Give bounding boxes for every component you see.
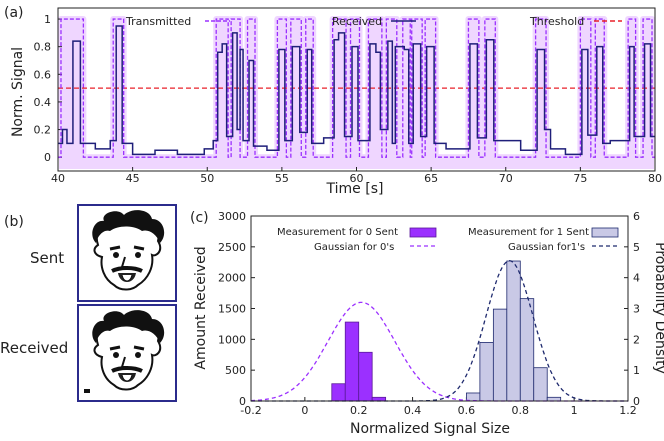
hist0-bar-2 (358, 351, 373, 402)
x-tick-label-c-7: 1.2 (619, 404, 637, 417)
x-tick-label-a-7: 75 (573, 172, 587, 185)
x-tick-label-c-2: 0.2 (350, 404, 368, 417)
received-image (77, 304, 177, 402)
y-right-tick-label-c-6: 6 (633, 210, 640, 223)
received-label: Received (0, 339, 68, 357)
legend-threshold-label: Threshold (529, 15, 584, 28)
y-tick-label-a-0: 0 (44, 151, 51, 164)
y-right-tick-label-c-4: 4 (633, 272, 640, 285)
sent-image (77, 204, 177, 302)
signal-chart: 40 45 50 55 60 65 70 75 80 0 0.2 0.4 0.6 0.8 1 Transmi… (10, 7, 663, 197)
einstein-portrait-icon (92, 210, 165, 291)
histogram-bars (331, 260, 562, 402)
y-tick-label-a-3: 0.6 (34, 68, 52, 81)
transmitted-baseline-band (59, 154, 654, 169)
received-line (58, 25, 655, 156)
chart-a-frame (57, 7, 656, 172)
hist0-bar-1 (344, 321, 360, 402)
panel-label-c: (c) (190, 210, 209, 226)
legend-hist1-label: Measurement for 1 Sent (468, 227, 589, 238)
legend-transmitted-label: Transmitted (125, 15, 191, 28)
y-right-tick-label-c-5: 5 (633, 241, 640, 254)
legend-gauss0-label: Gaussian for 0's (314, 242, 394, 253)
chart-c-ylabel-right: Probability Density (652, 242, 664, 374)
chart-a-xlabel: Time [s] (326, 181, 384, 197)
sent-label: Sent (30, 249, 64, 267)
transmitted-line (58, 18, 655, 158)
y-tick-label-a-2: 0.4 (34, 96, 52, 109)
x-tick-label-c-5: 0.8 (512, 404, 530, 417)
y-tick-label-c-0: 0 (239, 395, 246, 408)
panel-label-b: (b) (4, 214, 24, 230)
transmitted-fill-bands (57, 16, 656, 169)
y-right-tick-label-c-3: 3 (633, 303, 640, 316)
y-tick-label-c-5: 2500 (218, 241, 246, 254)
x-tick-label-c-1: 0 (301, 404, 308, 417)
y-right-tick-label-c-0: 0 (633, 395, 640, 408)
x-tick-label-a-3: 55 (275, 172, 289, 185)
hist1-bar-1 (479, 342, 494, 402)
einstein-portrait-icon (84, 310, 165, 393)
x-tick-label-a-6: 70 (499, 172, 513, 185)
x-tick-label-a-4: 60 (350, 172, 364, 185)
x-tick-label-c-6: 1 (571, 404, 578, 417)
y-tick-label-a-4: 0.8 (34, 41, 52, 54)
gaussian-1-curve (251, 260, 628, 402)
hist1-bar-3 (506, 260, 521, 402)
legend-hist0-swatch (409, 227, 437, 238)
x-tick-label-a-5: 65 (424, 172, 438, 185)
legend-hist0-label: Measurement for 0 Sent (277, 227, 398, 238)
x-tick-label-a-1: 45 (126, 172, 140, 185)
x-tick-label-a-2: 50 (200, 172, 214, 185)
chart-c-frame (250, 215, 629, 402)
y-tick-label-a-5: 1 (44, 13, 51, 26)
transmitted-band-5 (274, 16, 290, 161)
chart-c-xlabel: Normalized Signal Size (350, 421, 510, 437)
y-tick-label-a-1: 0.2 (34, 124, 52, 137)
hist1-bar-5 (533, 367, 548, 402)
x-tick-label-c-4: 0.6 (458, 404, 476, 417)
y-right-tick-label-c-2: 2 (633, 333, 640, 346)
y-right-tick-label-c-1: 1 (633, 364, 640, 377)
chart-c-ticks: -0.2 0 0.2 0.4 0.6 0.8 1 1.20500100015002000250… (218, 210, 640, 417)
x-tick-label-c-0: -0.2 (240, 404, 261, 417)
legend-hist1-swatch (591, 227, 619, 238)
histogram-chart: -0.2 0 0.2 0.4 0.6 0.8 1 1.20500100015002000250… (193, 210, 664, 437)
x-tick-label-a-0: 40 (51, 172, 65, 185)
legend-received-label: Received (332, 15, 382, 28)
x-tick-label-a-8: 80 (648, 172, 662, 185)
x-tick-label-c-3: 0.4 (404, 404, 422, 417)
y-tick-label-c-3: 1500 (218, 303, 246, 316)
y-tick-label-c-4: 2000 (218, 272, 246, 285)
chart-a-ticks: 40 45 50 55 60 65 70 75 80 0 0.2 0.4 0.6 0.8 1 (34, 13, 663, 185)
transmitted-band-19 (592, 16, 608, 161)
hist1-bar-2 (492, 308, 508, 402)
chart-a-ylabel: Norm. Signal (10, 47, 26, 137)
chart-c-ylabel: Amount Received (193, 246, 209, 369)
hist0-bar-0 (331, 383, 346, 402)
legend-gauss1-label: Gaussian for1's (508, 242, 585, 253)
panel-label-a: (a) (4, 5, 24, 21)
y-tick-label-c-1: 500 (225, 364, 246, 377)
transmitted-band-21 (640, 16, 656, 161)
y-tick-label-c-6: 3000 (218, 210, 246, 223)
y-tick-label-c-2: 1000 (218, 333, 246, 346)
hist1-bar-4 (519, 298, 535, 402)
gaussian-0-curve (250, 301, 628, 402)
